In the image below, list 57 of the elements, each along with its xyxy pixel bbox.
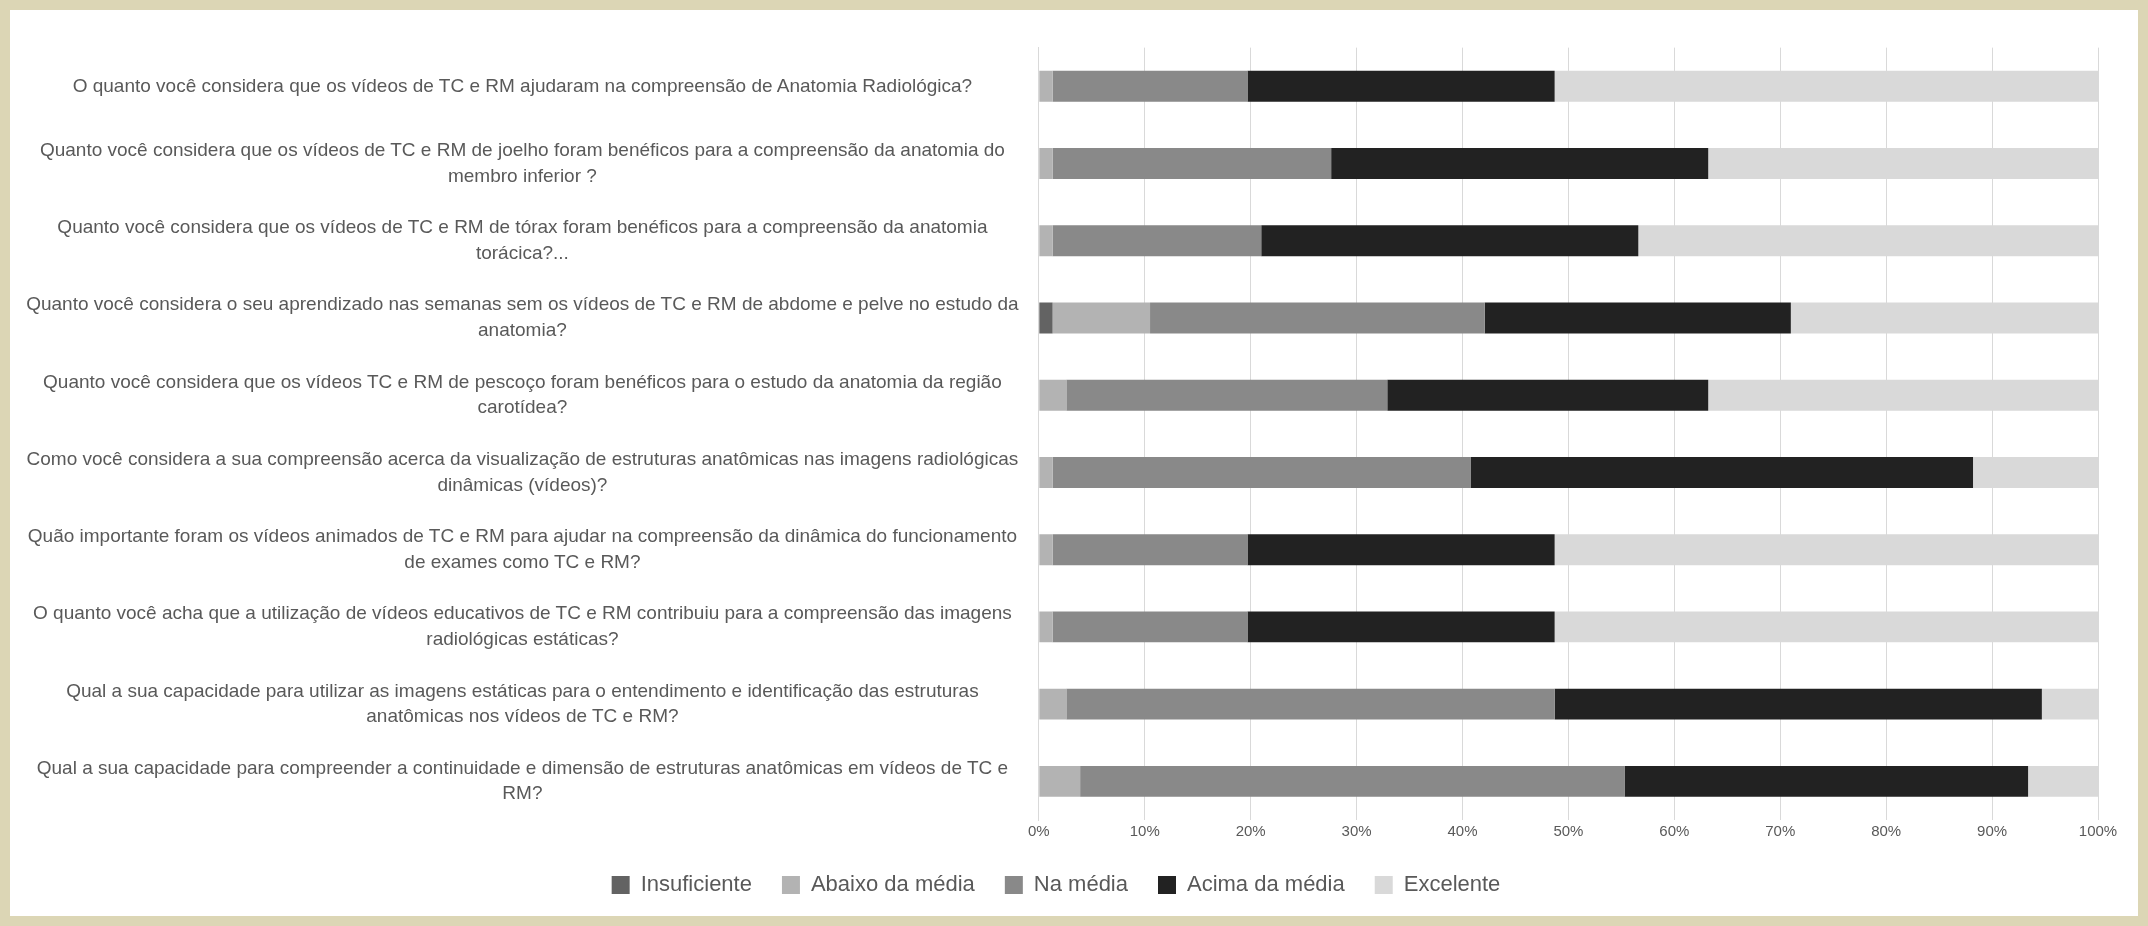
y-tick-label: Quanto você considera que os vídeos de TC e RM de joelho foram benéficos para a compreensão da anatomia do membro inferior ? [39,138,1005,186]
bar [1484,302,1791,334]
bar [1150,302,1485,334]
x-tick-label: 10% [1129,822,1160,840]
bar [1052,611,1248,643]
x-tick-label: 80% [1871,822,1902,840]
y-tick-label: Quanto você considera que os vídeos TC e RM de pescoço foram benéficos para o estudo da anatomia da região carotídea? [43,370,1002,418]
bar [1052,302,1151,334]
bar [1039,688,1067,720]
bar [1387,379,1709,411]
bar [1052,70,1248,102]
x-tick-label: 60% [1659,822,1690,840]
x-tick-label: 100% [2078,822,2118,840]
bar [1039,302,1053,334]
bar [1247,534,1555,566]
x-tick-label: 40% [1447,822,1478,840]
x-tick-label: 50% [1553,822,1584,840]
y-tick-label: Quão importante foram os vídeos animados de TC e RM para ajudar na compreensão da dinâmica do funcionamento de exames como TC e RM? [27,525,1018,572]
legend-label: Insuficiente [640,871,752,897]
y-tick-label: Quanto você considera que os vídeos de TC e RM de tórax foram benéficos para a compreensão da anatomia torácica?... [57,216,988,263]
bar [1039,225,1053,257]
bar [1331,148,1709,179]
y-tick-label: Qual a sua capacidade para compreender a continuidade e dimensão de estruturas anatômicas em vídeos de TC e RM? [36,756,1009,804]
bar [1247,611,1555,643]
y-tick-label: O quanto você acha que a utilização de vídeos educativos de TC e RM contribuiu para a compreensão das imagens radiológicas estáticas? [33,602,1012,649]
bar [1554,688,2042,720]
bar [1039,457,1053,488]
y-tick-label: Qual a sua capacidade para utilizar as imagens estáticas para o entendimento e identificação das estruturas anatômicas nos vídeos de TC e RM? [66,679,979,727]
x-tick-label: 20% [1235,822,1266,840]
bar [1039,148,1053,179]
bar [1052,148,1332,179]
bar [1039,611,1053,643]
bar [1080,765,1625,797]
legend-label: Abaixo da média [810,871,976,897]
bar [1066,379,1388,411]
x-tick-label: 30% [1341,822,1372,840]
bar [1624,765,2029,797]
bar [1039,534,1053,566]
bar [1052,457,1471,488]
y-tick-label: Quanto você considera o seu aprendizado nas semanas sem os vídeos de TC e RM de abdome e pelve no estudo da anatomia? [26,293,1020,341]
bar [1052,534,1248,566]
x-tick-label: 70% [1765,822,1796,840]
bar [1261,225,1639,257]
legend-label: Excelente [1403,871,1501,897]
bar [1039,70,1053,102]
bar [1470,457,1974,488]
bar [1039,765,1081,797]
y-tick-label: O quanto você considera que os vídeos de TC e RM ajudaram na compreensão de Anatomia Radiológica? [72,74,973,96]
bar [1039,379,1067,411]
bar [1052,225,1262,257]
x-tick-label: 0% [1027,822,1050,840]
y-tick-label: Como você considera a sua compreensão acerca da visualização de estruturas anatômicas nas imagens radiológicas dinâmicas (vídeos)? [26,447,1019,495]
x-tick-label: 90% [1977,822,2008,840]
bar [1247,70,1555,102]
bar [1066,688,1555,720]
legend-label: Acima da média [1186,871,1346,897]
legend-label: Na média [1033,871,1129,897]
